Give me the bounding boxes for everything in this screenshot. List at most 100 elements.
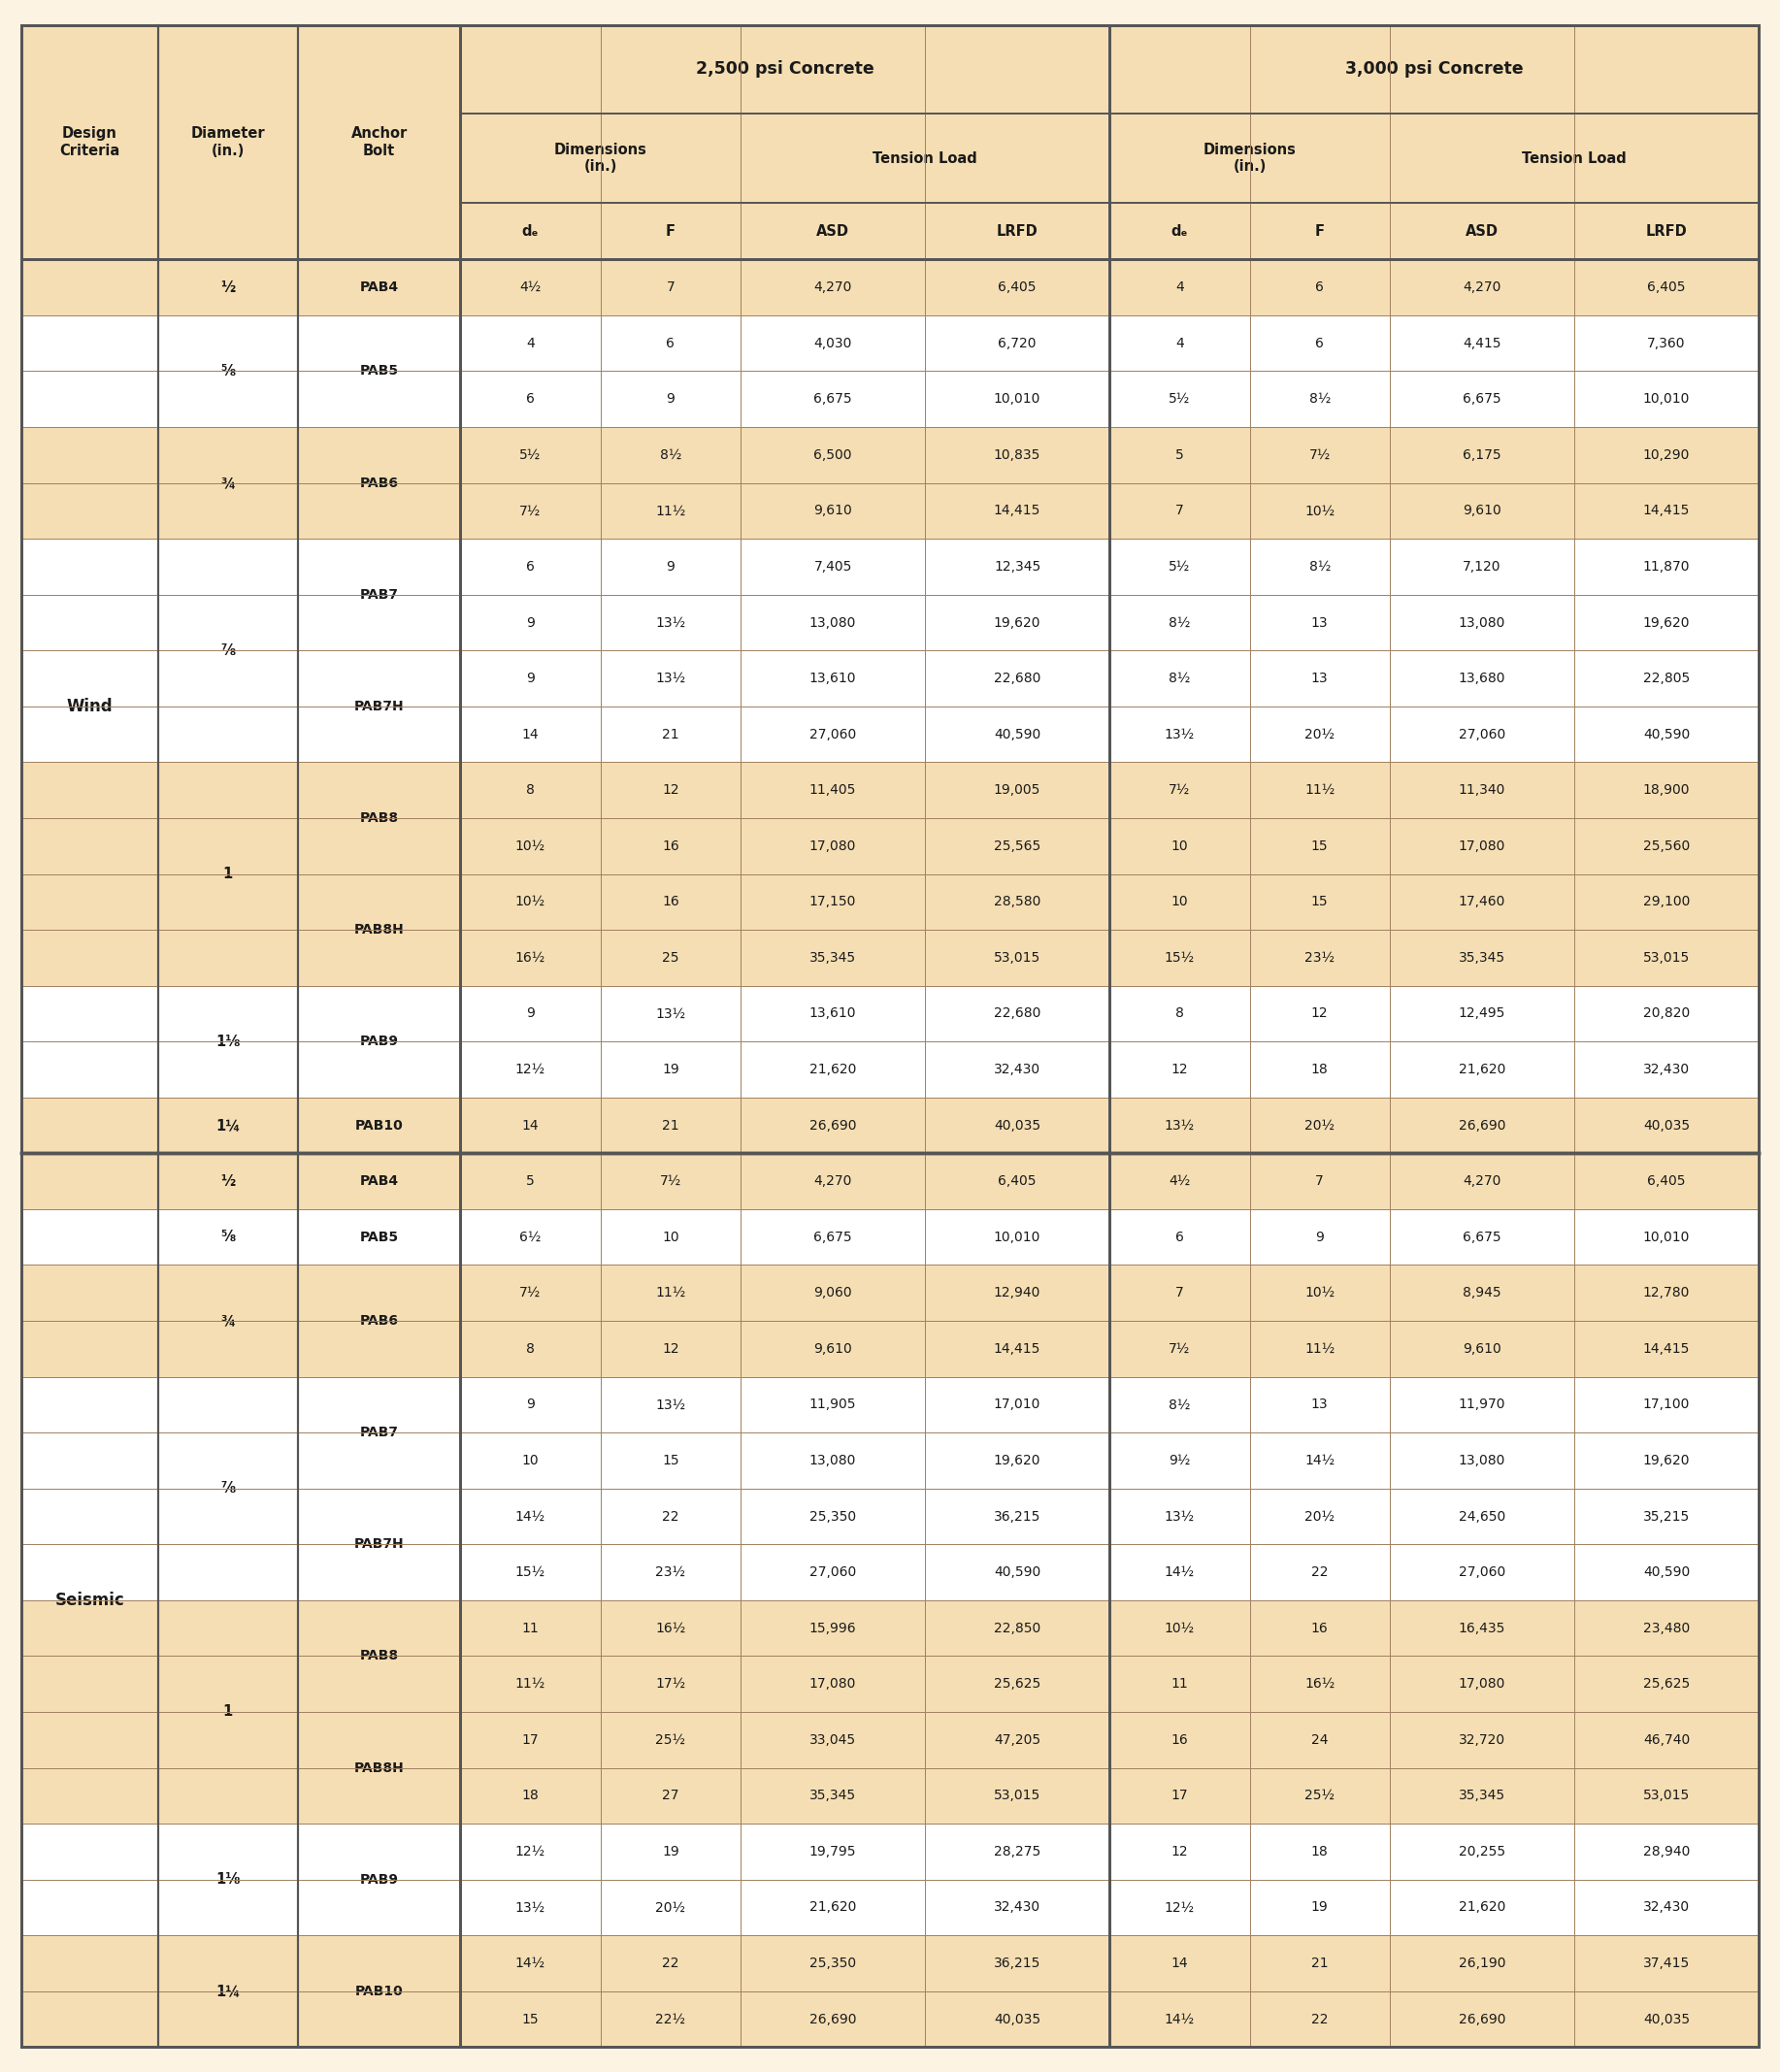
Bar	[21, 762, 1759, 818]
Text: Diameter
(in.): Diameter (in.)	[190, 126, 265, 157]
Text: 13½: 13½	[655, 1399, 685, 1411]
Text: 4,270: 4,270	[1463, 280, 1501, 294]
Text: 19: 19	[662, 1063, 680, 1075]
Text: 40,035: 40,035	[993, 1119, 1041, 1131]
Text: 14: 14	[522, 1119, 539, 1131]
Text: PAB7H: PAB7H	[354, 700, 404, 713]
Text: 13,610: 13,610	[810, 1007, 856, 1019]
Text: 35,345: 35,345	[1458, 1788, 1506, 1803]
Text: dₑ: dₑ	[1171, 224, 1187, 238]
Text: 19,620: 19,620	[993, 615, 1041, 630]
Text: 25,350: 25,350	[810, 1956, 856, 1970]
Text: 27,060: 27,060	[1458, 727, 1506, 742]
Text: 9: 9	[527, 671, 534, 686]
Bar	[21, 874, 1759, 930]
Text: 40,590: 40,590	[993, 727, 1041, 742]
Text: 10,010: 10,010	[1643, 1231, 1689, 1243]
Text: dₑ: dₑ	[522, 224, 539, 238]
Text: 17,010: 17,010	[993, 1399, 1041, 1411]
Text: 19,795: 19,795	[810, 1844, 856, 1859]
Text: 53,015: 53,015	[993, 951, 1041, 966]
Text: 21: 21	[662, 1119, 680, 1131]
Text: 12,940: 12,940	[993, 1287, 1041, 1299]
Text: 1⅛: 1⅛	[215, 1873, 240, 1888]
Text: F: F	[1315, 224, 1324, 238]
Text: 10,010: 10,010	[993, 1231, 1041, 1243]
Text: 11,970: 11,970	[1458, 1399, 1506, 1411]
Bar	[21, 1098, 1759, 1154]
Text: 13½: 13½	[1164, 1119, 1194, 1131]
Text: 15: 15	[1312, 895, 1328, 910]
Text: ½: ½	[221, 1175, 235, 1189]
Text: 8½: 8½	[1169, 671, 1191, 686]
Text: ⅝: ⅝	[221, 1231, 235, 1245]
Text: 16,435: 16,435	[1458, 1622, 1506, 1635]
Text: 17,150: 17,150	[810, 895, 856, 910]
Text: 11,905: 11,905	[810, 1399, 856, 1411]
Text: 13½: 13½	[655, 671, 685, 686]
Text: 6: 6	[527, 559, 534, 574]
Text: 17,080: 17,080	[810, 839, 856, 854]
Text: 16: 16	[1171, 1732, 1189, 1747]
Text: 22,850: 22,850	[993, 1622, 1041, 1635]
Text: 4: 4	[527, 336, 534, 350]
Text: PAB4: PAB4	[360, 1175, 399, 1187]
Text: 9,610: 9,610	[813, 503, 853, 518]
Text: 26,190: 26,190	[1458, 1956, 1506, 1970]
Text: 1¼: 1¼	[215, 1119, 240, 1133]
Text: ⅞: ⅞	[221, 642, 235, 657]
Text: 6: 6	[666, 336, 675, 350]
Text: 11,340: 11,340	[1458, 783, 1506, 798]
Text: 12: 12	[1171, 1844, 1187, 1859]
Text: 1¼: 1¼	[215, 1985, 240, 1999]
Text: 4½: 4½	[520, 280, 541, 294]
Text: 9: 9	[666, 392, 675, 406]
Text: 26,690: 26,690	[810, 2012, 856, 2026]
Text: 5½: 5½	[1169, 392, 1191, 406]
Text: 7: 7	[666, 280, 675, 294]
Text: 17,080: 17,080	[810, 1676, 856, 1691]
Text: 6: 6	[527, 392, 534, 406]
Text: 1: 1	[222, 1705, 233, 1720]
Text: 10½: 10½	[1164, 1622, 1194, 1635]
Bar	[21, 1823, 1759, 1879]
Text: 9: 9	[527, 1399, 534, 1411]
Text: 16: 16	[662, 839, 680, 854]
Text: 4,030: 4,030	[813, 336, 853, 350]
Text: 2,500 psi Concrete: 2,500 psi Concrete	[696, 60, 874, 79]
Text: 14,415: 14,415	[1643, 503, 1689, 518]
Text: 20½: 20½	[655, 1900, 685, 1915]
Text: 13,610: 13,610	[810, 671, 856, 686]
Text: 4,415: 4,415	[1463, 336, 1501, 350]
Text: 11½: 11½	[1305, 783, 1335, 798]
Bar	[21, 1711, 1759, 1767]
Text: 25½: 25½	[655, 1732, 685, 1747]
Text: 33,045: 33,045	[810, 1732, 856, 1747]
Text: 40,590: 40,590	[1643, 727, 1689, 742]
Text: PAB5: PAB5	[360, 365, 399, 377]
Text: 9: 9	[666, 559, 675, 574]
Text: 10: 10	[1171, 895, 1187, 910]
Text: PAB7H: PAB7H	[354, 1537, 404, 1552]
Text: 7,360: 7,360	[1647, 336, 1686, 350]
Text: 11½: 11½	[655, 503, 685, 518]
Text: 13,680: 13,680	[1458, 671, 1506, 686]
Bar	[21, 707, 1759, 762]
Text: 12½: 12½	[514, 1844, 545, 1859]
Text: 12,345: 12,345	[993, 559, 1041, 574]
Text: 20,820: 20,820	[1643, 1007, 1689, 1019]
Text: 12,495: 12,495	[1458, 1007, 1506, 1019]
Text: 4,270: 4,270	[813, 1175, 853, 1187]
Text: 25,560: 25,560	[1643, 839, 1689, 854]
Text: 15: 15	[1312, 839, 1328, 854]
Text: 12: 12	[1171, 1063, 1187, 1075]
Text: 22: 22	[662, 1510, 678, 1523]
Text: 14½: 14½	[514, 1510, 545, 1523]
Text: 13: 13	[1312, 615, 1328, 630]
Text: PAB7: PAB7	[360, 1426, 399, 1440]
Text: 8: 8	[527, 783, 534, 798]
Text: Wind: Wind	[66, 698, 112, 715]
Text: 19,005: 19,005	[993, 783, 1041, 798]
Text: Anchor
Bolt: Anchor Bolt	[351, 126, 408, 157]
Text: 27,060: 27,060	[810, 1566, 856, 1579]
